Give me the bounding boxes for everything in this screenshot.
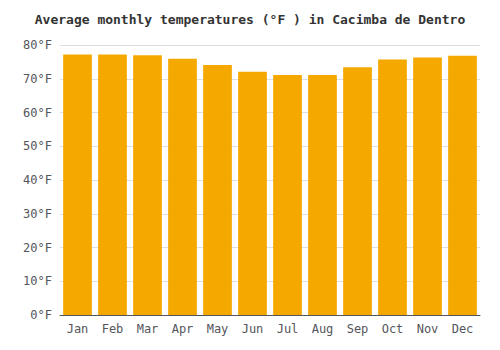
svg-text:40°F: 40°F bbox=[23, 173, 52, 187]
svg-text:May: May bbox=[207, 322, 229, 336]
svg-text:0°F: 0°F bbox=[30, 308, 52, 322]
svg-text:Sep: Sep bbox=[347, 322, 369, 336]
svg-text:Oct: Oct bbox=[382, 322, 404, 336]
svg-text:Dec: Dec bbox=[452, 322, 474, 336]
svg-text:Aug: Aug bbox=[312, 322, 334, 336]
svg-text:50°F: 50°F bbox=[23, 139, 52, 153]
svg-text:Apr: Apr bbox=[172, 322, 194, 336]
svg-text:Average monthly temperatures (: Average monthly temperatures (°F ) in Ca… bbox=[35, 12, 466, 27]
svg-text:70°F: 70°F bbox=[23, 72, 52, 86]
svg-text:Jan: Jan bbox=[67, 322, 89, 336]
svg-text:60°F: 60°F bbox=[23, 106, 52, 120]
svg-text:10°F: 10°F bbox=[23, 274, 52, 288]
svg-text:Feb: Feb bbox=[102, 322, 124, 336]
svg-text:Jul: Jul bbox=[277, 322, 299, 336]
svg-text:80°F: 80°F bbox=[23, 38, 52, 52]
svg-text:Jun: Jun bbox=[242, 322, 264, 336]
svg-text:30°F: 30°F bbox=[23, 207, 52, 221]
svg-text:20°F: 20°F bbox=[23, 241, 52, 255]
svg-text:Mar: Mar bbox=[137, 322, 159, 336]
svg-text:Nov: Nov bbox=[417, 322, 439, 336]
